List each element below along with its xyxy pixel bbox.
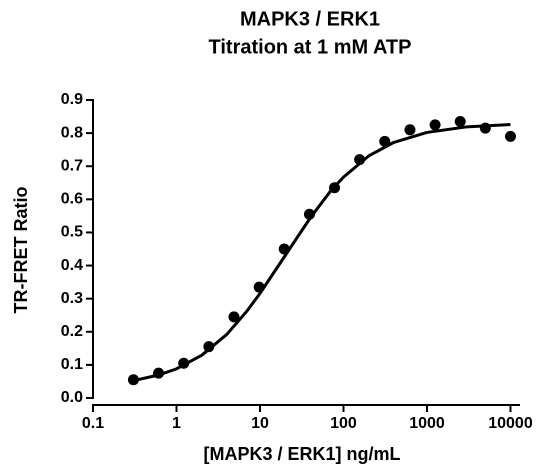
data-point: [404, 124, 416, 136]
data-point: [228, 311, 240, 323]
data-point: [429, 119, 441, 131]
y-tick-label: 0.6: [61, 191, 83, 208]
y-tick-label: 0.1: [61, 356, 83, 373]
data-point: [454, 116, 466, 128]
y-axis-label: TR-FRET Ratio: [11, 187, 31, 314]
y-tick-label: 0.5: [61, 224, 83, 241]
fit-curve: [132, 123, 511, 383]
chart-title: MAPK3 / ERK1: [240, 8, 380, 30]
x-tick-label: 10000: [488, 415, 533, 432]
y-tick-label: 0.4: [61, 257, 83, 274]
x-tick-label: 0.1: [82, 415, 104, 432]
y-tick-label: 0.0: [61, 389, 83, 406]
x-tick-label: 100: [330, 415, 357, 432]
x-axis-label: [MAPK3 / ERK1] ng/mL: [203, 444, 400, 464]
x-tick-label: 10: [251, 415, 269, 432]
data-point: [203, 341, 215, 353]
x-tick-label: 1: [172, 415, 181, 432]
y-tick-label: 0.2: [61, 323, 83, 340]
y-tick-label: 0.3: [61, 290, 83, 307]
chart-subtitle: Titration at 1 mM ATP: [209, 36, 412, 58]
y-tick-label: 0.9: [61, 91, 83, 108]
y-tick-label: 0.8: [61, 124, 83, 141]
x-tick-label: 1000: [409, 415, 445, 432]
data-point: [504, 130, 516, 142]
y-tick-label: 0.7: [61, 157, 83, 174]
